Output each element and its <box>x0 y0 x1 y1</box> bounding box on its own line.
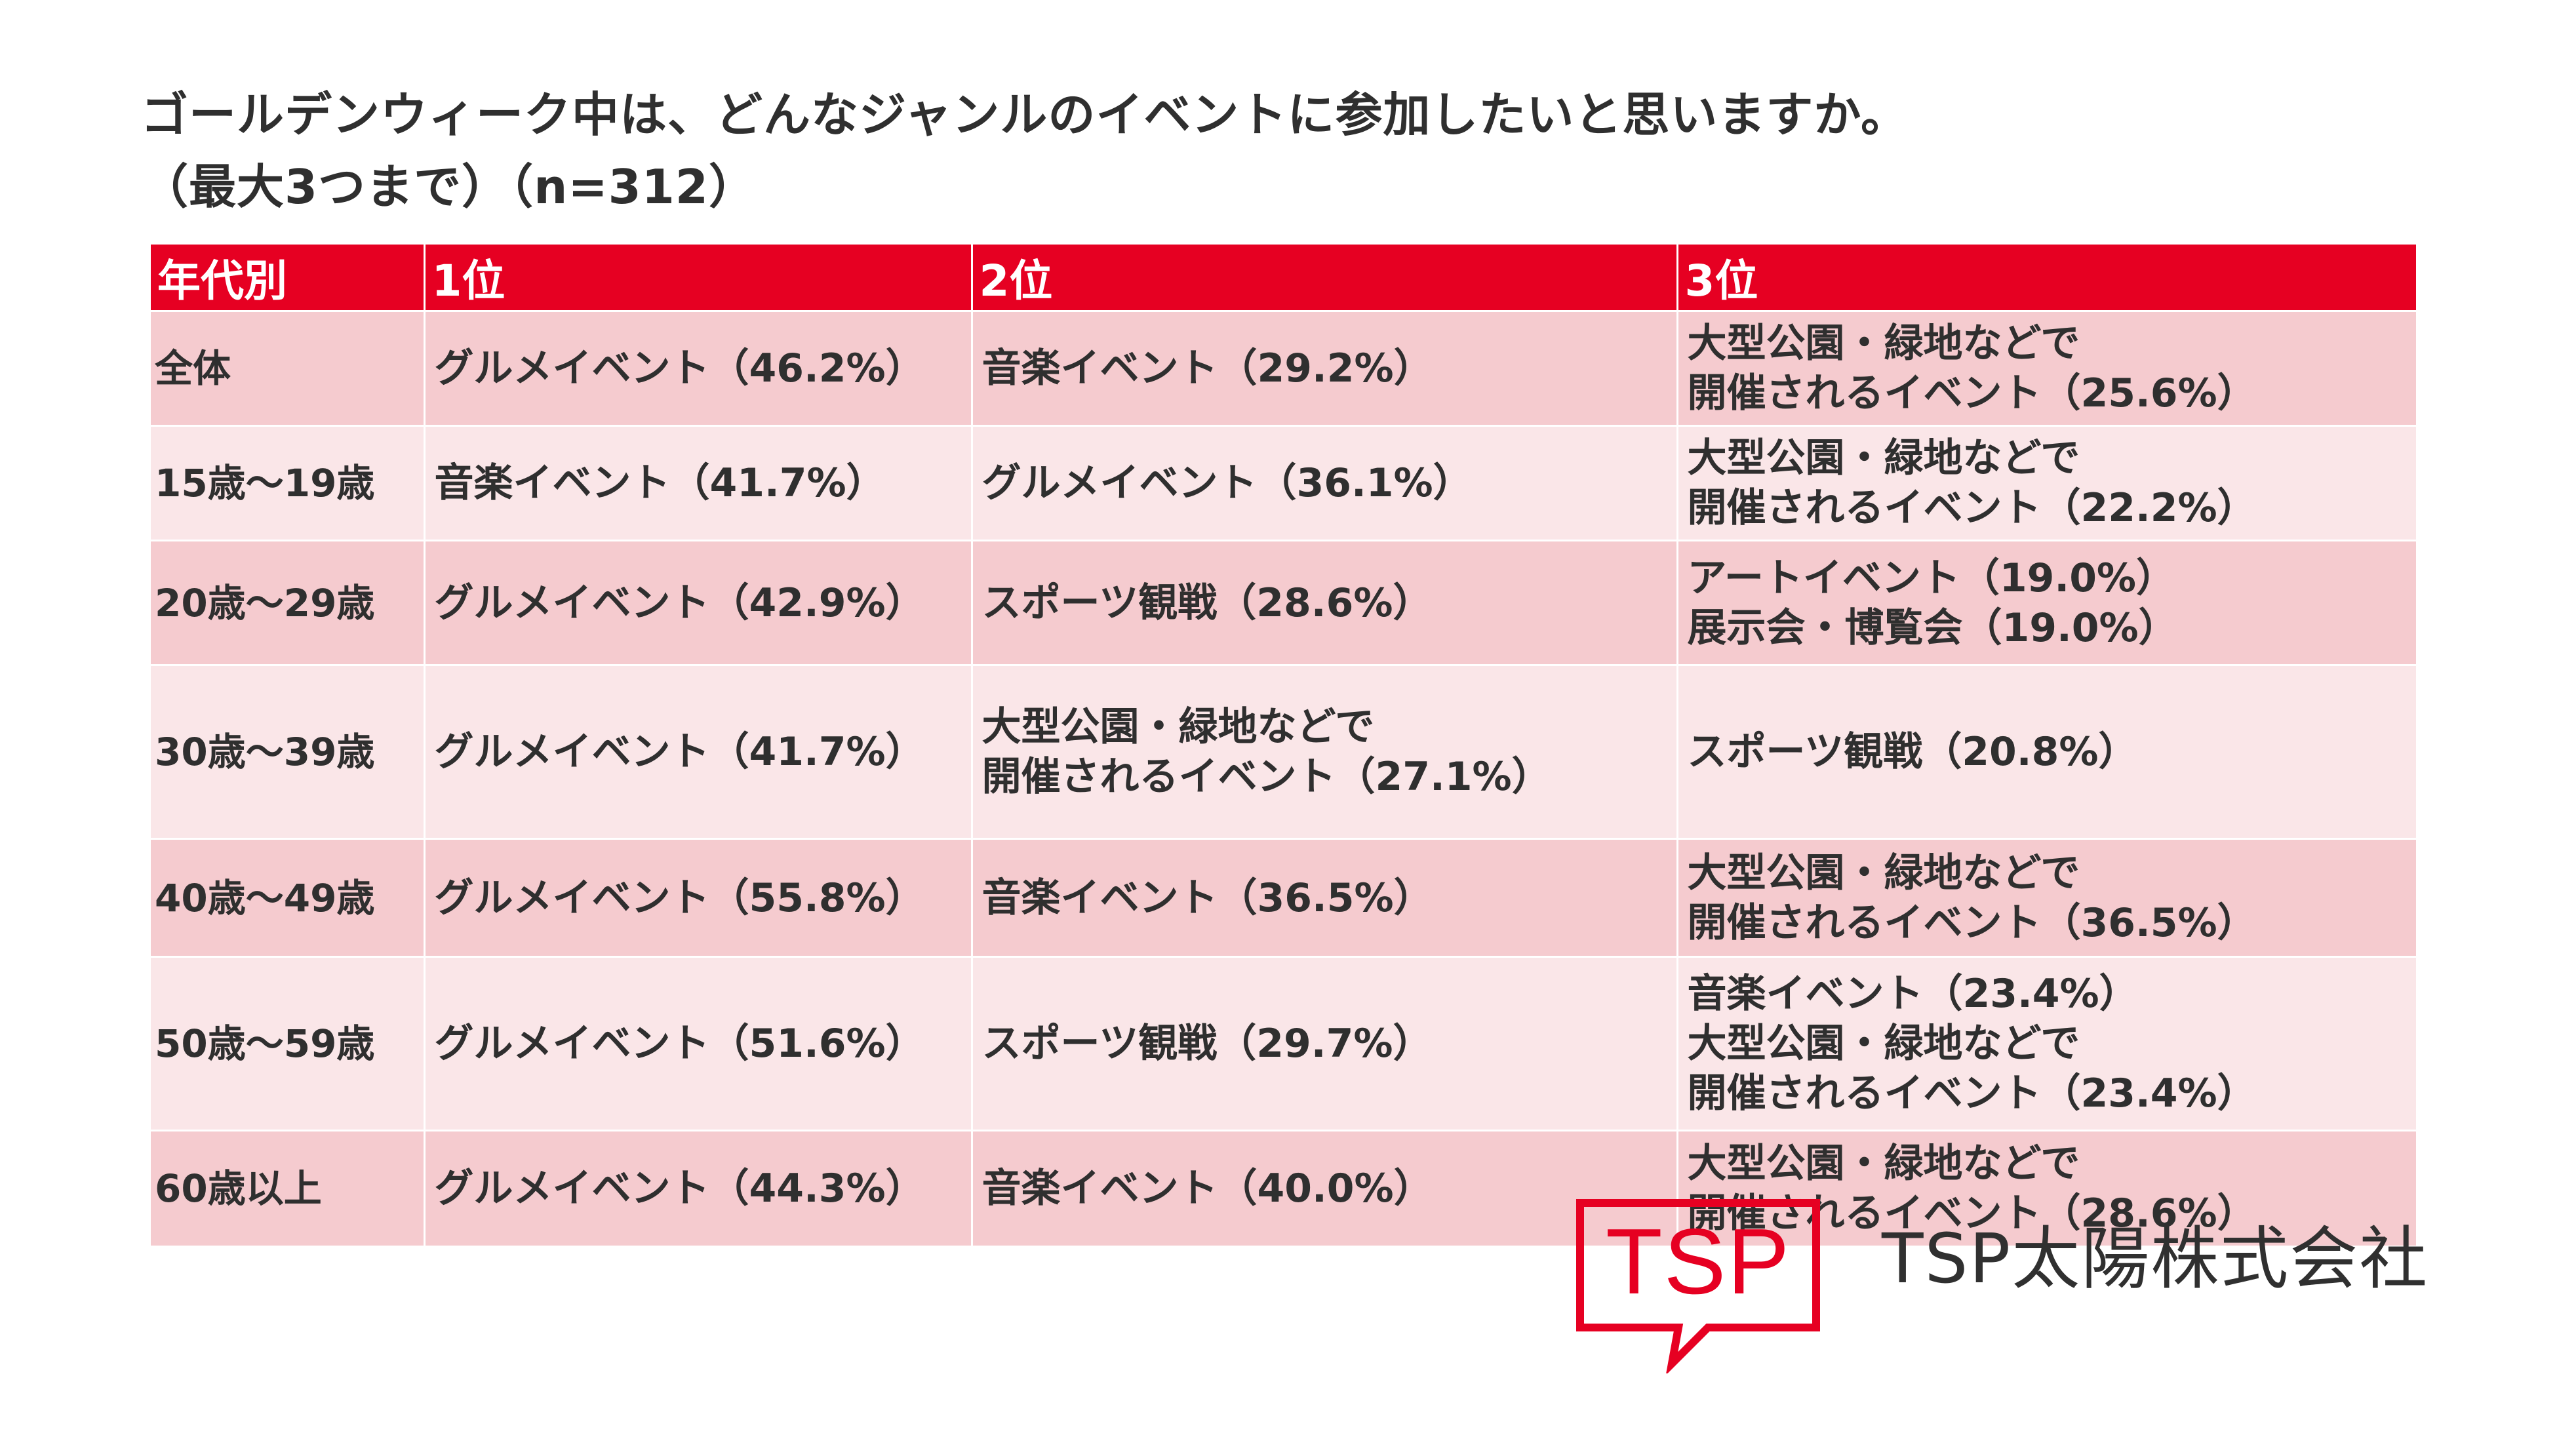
rank-2-cell: 音楽イベント（40.0%） <box>972 1130 1678 1246</box>
cell-text-line: 開催されるイベント（22.2%） <box>1687 485 2257 531</box>
tsp-logo: TSP <box>1576 1199 1820 1373</box>
rank-1-cell: グルメイベント（46.2%） <box>424 310 973 426</box>
rank-1-cell: グルメイベント（55.8%） <box>424 838 973 957</box>
header-rank-3: 3位 <box>1677 245 2416 311</box>
table-row: 20歳〜29歳 グルメイベント（42.9%） スポーツ観戦（28.6%） アートイベン… <box>151 540 2416 665</box>
age-group-cell: 15歳〜19歳 <box>151 425 426 541</box>
title-line-2: （最大3つまで）（n=312） <box>141 159 757 214</box>
cell-text-line: グルメイベント（51.6%） <box>434 1021 925 1067</box>
header-age-group: 年代別 <box>151 245 426 311</box>
cell-text-line: グルメイベント（36.1%） <box>981 460 1473 506</box>
rank-2-cell: スポーツ観戦（29.7%） <box>972 956 1678 1131</box>
table-row: 60歳以上 グルメイベント（44.3%） 音楽イベント（40.0%） 大型公園・緑地な… <box>151 1130 2416 1246</box>
rank-1-cell: グルメイベント（44.3%） <box>424 1130 973 1246</box>
table-row: 40歳〜49歳 グルメイベント（55.8%） 音楽イベント（36.5%） 大型公園・緑… <box>151 838 2416 957</box>
table-row: 50歳〜59歳 グルメイベント（51.6%） スポーツ観戦（29.7%） 音楽イベント… <box>151 956 2416 1131</box>
age-group-cell: 40歳〜49歳 <box>151 838 426 957</box>
cell-text-line: 大型公園・緑地などで <box>1687 1140 2080 1187</box>
age-group-cell: 30歳〜39歳 <box>151 664 426 839</box>
rank-1-cell: グルメイベント（51.6%） <box>424 956 973 1131</box>
cell-text-line: グルメイベント（44.3%） <box>434 1165 925 1211</box>
rank-1-cell: 音楽イベント（41.7%） <box>424 425 973 541</box>
cell-text-line: 開催されるイベント（27.1%） <box>981 754 1551 800</box>
cell-text-line: 大型公園・緑地などで <box>1687 850 2080 896</box>
header-rank-1: 1位 <box>424 245 973 311</box>
speech-bubble-frame <box>1576 1199 1820 1373</box>
rank-2-cell: 音楽イベント（29.2%） <box>972 310 1678 426</box>
rank-3-cell: 大型公園・緑地などで 開催されるイベント（36.5%） <box>1677 838 2416 957</box>
cell-text-line: グルメイベント（41.7%） <box>434 729 925 775</box>
rank-3-cell: 音楽イベント（23.4%） 大型公園・緑地などで 開催されるイベント（23.4%） <box>1677 956 2416 1131</box>
table-row: 全体 グルメイベント（46.2%） 音楽イベント（29.2%） 大型公園・緑地などで開… <box>151 310 2416 426</box>
rank-1-cell: グルメイベント（42.9%） <box>424 540 973 665</box>
rank-3-cell: 大型公園・緑地などで 開催されるイベント（28.6%） <box>1677 1130 2416 1246</box>
cell-text-line: スポーツ観戦（29.7%） <box>981 1021 1433 1067</box>
rank-2-cell: スポーツ観戦（28.6%） <box>972 540 1678 665</box>
cell-text-line: スポーツ観戦（28.6%） <box>981 580 1433 626</box>
age-group-cell: 全体 <box>151 310 426 426</box>
age-group-cell: 60歳以上 <box>151 1130 426 1246</box>
rank-3-cell: スポーツ観戦（20.8%） <box>1677 664 2416 839</box>
page-title: ゴールデンウィーク中は、どんなジャンルのイベントに参加したいと思いますか。 （最… <box>141 79 2468 223</box>
rank-2-cell: 大型公園・緑地などで 開催されるイベント（27.1%） <box>972 664 1678 839</box>
ranking-table: 年代別 1位 2位 3位 全体 グルメイベント（46.2%） 音楽イベント（29.2… <box>151 245 2416 1246</box>
age-group-cell: 20歳〜29歳 <box>151 540 426 665</box>
title-line-1: ゴールデンウィーク中は、どんなジャンルのイベントに参加したいと思いますか。 <box>141 87 1909 142</box>
cell-text-line: 開催されるイベント（28.6%） <box>1687 1190 2257 1236</box>
rank-2-cell: グルメイベント（36.1%） <box>972 425 1678 541</box>
table-row: 15歳〜19歳 音楽イベント（41.7%） グルメイベント（36.1%） 大型公園・緑… <box>151 425 2416 541</box>
header-rank-2: 2位 <box>972 245 1678 311</box>
cell-text-line: 大型公園・緑地などで <box>981 704 1375 750</box>
cell-text-line: 音楽イベント（23.4%） <box>1687 971 2139 1017</box>
cell-text-line: 展示会・博覧会（19.0%） <box>1687 604 2178 651</box>
cell-text-line: 音楽イベント（29.2%） <box>981 345 1433 391</box>
cell-text-line: アートイベント（19.0%） <box>1687 555 2176 601</box>
logo-mark-text: TSP <box>1606 1210 1791 1314</box>
cell-text-line: 開催されるイベント（25.6%） <box>1687 370 2257 416</box>
rank-3-cell: 大型公園・緑地などで 開催されるイベント（22.2%） <box>1677 425 2416 541</box>
cell-text-line: 開催されるイベント（36.5%） <box>1687 899 2257 946</box>
rank-1-cell: グルメイベント（41.7%） <box>424 664 973 839</box>
cell-text-line: 音楽イベント（40.0%） <box>981 1165 1433 1211</box>
table-row: 30歳〜39歳 グルメイベント（41.7%） 大型公園・緑地などで 開催されるイベント… <box>151 664 2416 839</box>
cell-text-line: 音楽イベント（36.5%） <box>981 875 1433 921</box>
cell-text-line: グルメイベント（46.2%） <box>434 345 925 391</box>
cell-text-line: スポーツ観戦（20.8%） <box>1687 729 2138 775</box>
cell-text-line: グルメイベント（42.9%） <box>434 580 925 626</box>
cell-text-line: 音楽イベント（41.7%） <box>434 460 886 506</box>
table-header-row: 年代別 1位 2位 3位 <box>151 245 2416 311</box>
cell-text-line: 大型公園・緑地などで <box>1687 435 2080 481</box>
rank-3-cell: 大型公園・緑地などで 開催されるイベント（25.6%） <box>1677 310 2416 426</box>
company-name: TSP太陽株式会社 <box>1882 1219 2429 1299</box>
rank-3-cell: アートイベント（19.0%） 展示会・博覧会（19.0%） <box>1677 540 2416 665</box>
rank-2-cell: 音楽イベント（36.5%） <box>972 838 1678 957</box>
cell-text-line: グルメイベント（55.8%） <box>434 875 925 921</box>
age-group-cell: 50歳〜59歳 <box>151 956 426 1131</box>
cell-text-line: 開催されるイベント（23.4%） <box>1687 1071 2257 1116</box>
cell-text-line: 大型公園・緑地などで <box>1687 1021 2080 1067</box>
cell-text-line: 大型公園・緑地などで <box>1687 321 2080 366</box>
ranking-table-container: 年代別 1位 2位 3位 全体 グルメイベント（46.2%） 音楽イベント（29.2… <box>151 245 2416 1246</box>
